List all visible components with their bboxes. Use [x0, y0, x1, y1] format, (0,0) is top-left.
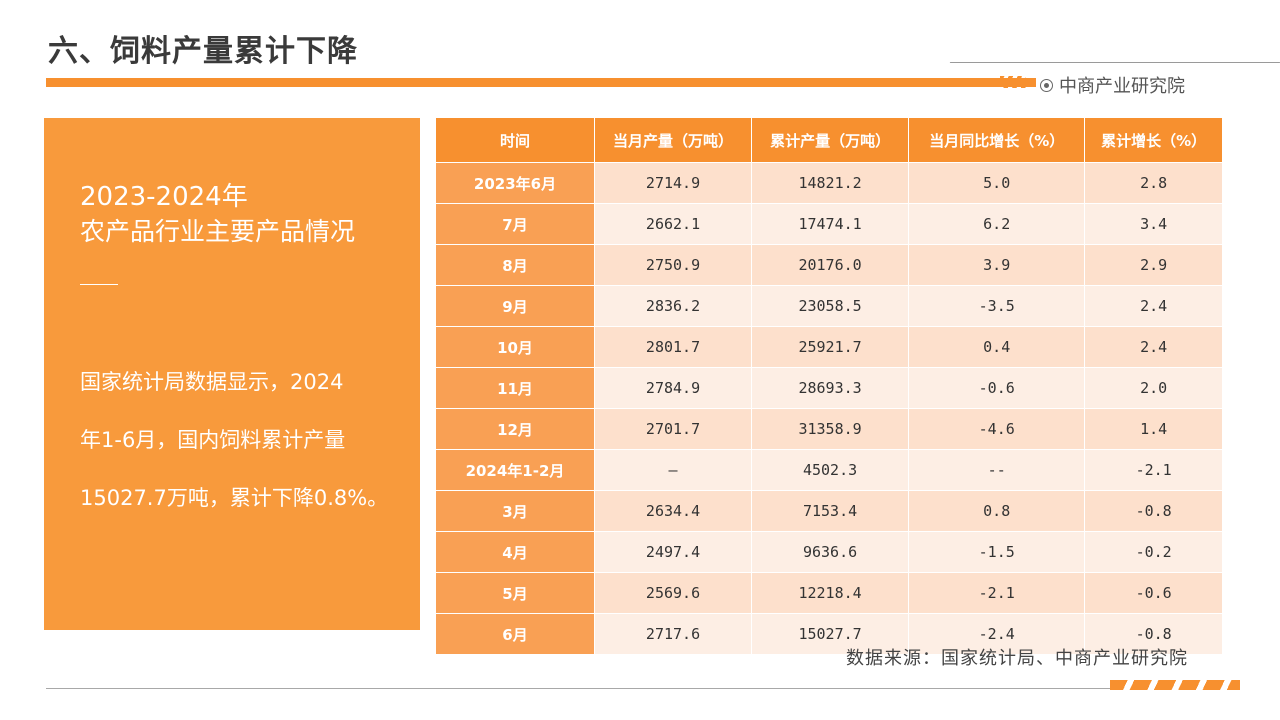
table-cell: 2.8 — [1085, 162, 1222, 203]
row-period: 12月 — [436, 408, 595, 449]
row-period: 6月 — [436, 613, 595, 654]
brand-name: 中商产业研究院 — [1059, 76, 1185, 97]
table-cell: -0.8 — [1085, 613, 1222, 654]
table-cell: 2497.4 — [595, 531, 753, 572]
table-row: 2024年1-2月 —4502.3 -- -2.1 — [436, 449, 1222, 490]
table-cell: 2634.4 — [595, 490, 753, 531]
summary-line: 年1-6月，国内饲料累计产量 — [80, 428, 346, 452]
table-cell: -1.5 — [909, 531, 1086, 572]
table-row: 7月 2662.1 17474.1 6.2 3.4 — [436, 203, 1222, 244]
footer-rule — [46, 688, 1116, 689]
table-cell: 6.2 — [909, 203, 1086, 244]
table-cell: 28693.3 — [752, 367, 910, 408]
table-cell: -3.5 — [909, 285, 1086, 326]
table-cell: 2836.2 — [595, 285, 753, 326]
table-cell: -2.1 — [909, 572, 1086, 613]
data-source: 数据来源：国家统计局、中商产业研究院 — [846, 648, 1188, 669]
header-monthly-output: 当月产量（万吨） — [595, 118, 753, 162]
header-time: 时间 — [436, 118, 595, 162]
table-cell: 25921.7 — [752, 326, 910, 367]
table-cell: 20176.0 — [752, 244, 910, 285]
panel-divider — [80, 284, 118, 285]
page-title: 六、饲料产量累计下降 — [48, 34, 358, 69]
table-cell: -0.2 — [1085, 531, 1222, 572]
table-cell: 31358.9 — [752, 408, 910, 449]
row-period: 2023年6月 — [436, 162, 595, 203]
table-cell: 2801.7 — [595, 326, 753, 367]
table-cell: -2.1 — [1085, 449, 1222, 490]
title-bar-stripes — [1000, 76, 1026, 88]
brand-logo: 中商产业研究院 — [1040, 72, 1185, 98]
table-cell: 17474.1 — [752, 203, 910, 244]
table-cell: -2.4 — [909, 613, 1086, 654]
row-period: 10月 — [436, 326, 595, 367]
table-cell: 9636.6 — [752, 531, 910, 572]
row-period: 7月 — [436, 203, 595, 244]
table-cell: 2714.9 — [595, 162, 753, 203]
table-cell: 7153.4 — [752, 490, 910, 531]
table-row: 11月 2784.9 28693.3 -0.6 2.0 — [436, 367, 1222, 408]
row-period: 3月 — [436, 490, 595, 531]
table-cell: -0.6 — [1085, 572, 1222, 613]
table-cell: 3.4 — [1085, 203, 1222, 244]
table-row: 4月 2497.4 9636.6 -1.5 -0.2 — [436, 531, 1222, 572]
table-cell: 2.4 — [1085, 285, 1222, 326]
table-cell: 12218.4 — [752, 572, 910, 613]
panel-subtitle: 农产品行业主要产品情况 — [80, 217, 356, 246]
summary-line: 15027.7万吨，累计下降0.8%。 — [80, 486, 389, 510]
panel-summary-text: 国家统计局数据显示，2024 年1-6月，国内饲料累计产量 15027.7万吨，… — [80, 368, 400, 542]
row-period: 4月 — [436, 531, 595, 572]
table-header-row: 时间 当月产量（万吨） 累计产量（万吨） 当月同比增长（%） 累计增长（%） — [436, 118, 1222, 162]
table-row: 8月 2750.9 20176.0 3.9 2.9 — [436, 244, 1222, 285]
footer-stripes — [1110, 680, 1240, 690]
table-cell: 2717.6 — [595, 613, 753, 654]
title-accent-bar — [46, 78, 1036, 87]
panel-years: 2023-2024年 — [80, 182, 248, 212]
table-row: 3月 2634.4 7153.4 0.8 -0.8 — [436, 490, 1222, 531]
table-row: 6月 2717.6 15027.7 -2.4 -0.8 — [436, 613, 1222, 654]
table-row: 9月 2836.2 23058.5 -3.5 2.4 — [436, 285, 1222, 326]
table-cell: — — [595, 449, 753, 490]
table-cell: 1.4 — [1085, 408, 1222, 449]
table-body: 2023年6月 2714.9 14821.2 5.0 2.8 7月 2662.1 17474.… — [436, 162, 1222, 654]
header-cumulative-growth: 累计增长（%） — [1085, 118, 1222, 162]
header-monthly-yoy: 当月同比增长（%） — [909, 118, 1086, 162]
table-cell: 4502.3 — [752, 449, 910, 490]
table-cell: 23058.5 — [752, 285, 910, 326]
table-cell: 2662.1 — [595, 203, 753, 244]
feed-production-table: 时间 当月产量（万吨） 累计产量（万吨） 当月同比增长（%） 累计增长（%） 2… — [436, 118, 1222, 654]
table-cell: 2701.7 — [595, 408, 753, 449]
table-cell: 14821.2 — [752, 162, 910, 203]
table-cell: 5.0 — [909, 162, 1086, 203]
table-cell: 2784.9 — [595, 367, 753, 408]
table-cell: -0.6 — [909, 367, 1086, 408]
table-row: 10月 2801.7 25921.7 0.4 2.4 — [436, 326, 1222, 367]
row-period: 9月 — [436, 285, 595, 326]
header-thin-rule — [949, 62, 1280, 63]
summary-line: 国家统计局数据显示，2024 — [80, 370, 344, 394]
table-cell: 0.4 — [909, 326, 1086, 367]
table-cell: -4.6 — [909, 408, 1086, 449]
row-period: 5月 — [436, 572, 595, 613]
row-period: 11月 — [436, 367, 595, 408]
row-period: 2024年1-2月 — [436, 449, 595, 490]
table-row: 2023年6月 2714.9 14821.2 5.0 2.8 — [436, 162, 1222, 203]
table-cell: 0.8 — [909, 490, 1086, 531]
table-cell: 2569.6 — [595, 572, 753, 613]
table-cell: -0.8 — [1085, 490, 1222, 531]
brand-circle-icon — [1040, 78, 1053, 92]
table-cell: 2.0 — [1085, 367, 1222, 408]
table-cell: 15027.7 — [752, 613, 910, 654]
row-period: 8月 — [436, 244, 595, 285]
header-cumulative-output: 累计产量（万吨） — [752, 118, 910, 162]
table-cell: 3.9 — [909, 244, 1086, 285]
table-cell: -- — [909, 449, 1086, 490]
table-cell: 2750.9 — [595, 244, 753, 285]
summary-panel: 2023-2024年 农产品行业主要产品情况 国家统计局数据显示，2024 年1… — [44, 118, 420, 630]
table-row: 5月 2569.6 12218.4 -2.1 -0.6 — [436, 572, 1222, 613]
table-cell: 2.4 — [1085, 326, 1222, 367]
table-cell: 2.9 — [1085, 244, 1222, 285]
table-row: 12月 2701.7 31358.9 -4.6 1.4 — [436, 408, 1222, 449]
